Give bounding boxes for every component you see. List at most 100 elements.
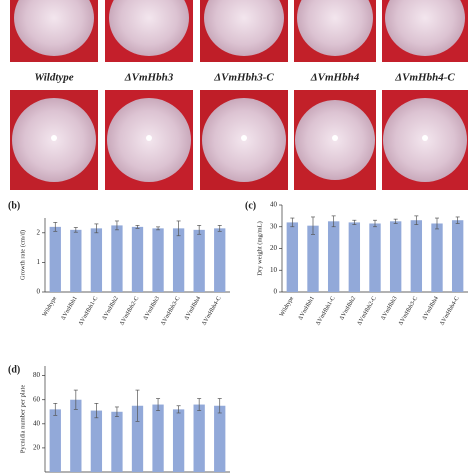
bar <box>70 399 82 472</box>
bar <box>49 409 61 472</box>
x-tick-label: ΔVmHbh2 <box>339 296 357 322</box>
error-bar <box>114 406 119 417</box>
x-tick-label: ΔVmHbh1 <box>298 296 316 322</box>
x-tick-label: Wildtype <box>42 295 58 317</box>
plate <box>204 0 284 56</box>
error-bar <box>53 222 58 232</box>
y-tick-label: 80 <box>33 371 41 379</box>
inoculum <box>146 135 152 141</box>
x-tick-label: ΔVmHbh2-C <box>119 296 140 327</box>
bar <box>90 410 103 472</box>
bar <box>214 228 226 292</box>
bar <box>410 220 423 292</box>
bar <box>111 225 123 292</box>
error-bar <box>352 219 357 225</box>
photo-label: ΔVmHbh3 <box>124 72 174 84</box>
error-bar <box>331 215 336 228</box>
error-bar <box>73 389 78 410</box>
x-tick-label: ΔVmHbh2 <box>102 296 120 322</box>
x-tick-label: ΔVmHbh3 <box>380 296 398 322</box>
bar <box>172 409 185 472</box>
error-bar <box>217 398 222 414</box>
y-tick-label: 40 <box>270 201 278 209</box>
x-tick-label: ΔVmHbh4 <box>184 296 202 322</box>
bar <box>49 226 61 292</box>
error-bar <box>135 389 140 422</box>
x-tick-label: Wildtype <box>279 295 295 317</box>
bar <box>327 221 340 292</box>
bar <box>193 229 205 292</box>
bar <box>70 229 82 292</box>
photo-row <box>10 0 468 62</box>
plate <box>297 0 373 56</box>
bar <box>431 223 443 292</box>
error-bar <box>290 217 295 228</box>
x-tick-label: ΔVmHbh3-C <box>398 296 419 327</box>
error-bar <box>135 225 140 229</box>
x-tick-label: ΔVmHbh2-C <box>357 296 378 327</box>
bar <box>214 405 226 472</box>
error-bar <box>94 402 99 419</box>
x-tick-label: ΔVmHbh3-C <box>160 296 181 327</box>
photo-label: ΔVmHbh3-C <box>213 72 274 84</box>
photo-label: ΔVmHbh4 <box>310 72 360 84</box>
error-bar <box>455 216 460 224</box>
y-tick-label: 10 <box>270 266 278 274</box>
y-tick-label: 0 <box>37 288 41 296</box>
bar <box>152 228 164 292</box>
bar <box>172 228 185 292</box>
x-tick-label: ΔVmHbh4-C <box>439 296 460 327</box>
error-bar <box>176 220 181 237</box>
bar <box>152 404 164 472</box>
inoculum <box>241 135 247 141</box>
x-tick-label: ΔVmHbh4 <box>422 296 440 322</box>
inoculum <box>422 135 428 141</box>
inoculum <box>332 135 338 141</box>
y-tick-label: 60 <box>33 395 41 403</box>
error-bar <box>197 398 202 411</box>
error-bar <box>156 398 161 411</box>
y-tick-label: 1 <box>37 258 41 266</box>
error-bar <box>217 225 222 232</box>
panel-label: (c) <box>245 200 256 211</box>
photo-label: Wildtype <box>34 72 73 84</box>
error-bar <box>94 223 99 234</box>
x-tick-label: ΔVmHbh3 <box>143 296 161 322</box>
bar <box>286 222 299 292</box>
y-tick-label: 30 <box>270 222 278 230</box>
bar <box>90 228 103 292</box>
bar <box>111 411 123 472</box>
y-axis-title: Dry weight (mg/mL) <box>256 221 263 276</box>
y-axis-title: Pycnidia number per plate <box>19 385 26 454</box>
bar <box>193 404 205 472</box>
x-tick-label: ΔVmHbh4-C <box>201 296 222 327</box>
bar <box>389 221 402 292</box>
bar <box>307 225 319 292</box>
error-bar <box>373 219 377 228</box>
error-bar <box>73 227 78 233</box>
y-tick-label: 40 <box>33 419 41 427</box>
plate <box>14 0 94 56</box>
chart: (d) Pycnidia number per plate 20 40 60 80 <box>8 364 230 473</box>
error-bar <box>176 405 181 414</box>
y-tick-label: 20 <box>270 244 278 252</box>
bar <box>131 226 144 292</box>
x-tick-label: ΔVmHbh1-C <box>78 296 99 327</box>
panel-label: (d) <box>8 364 20 375</box>
inoculum <box>51 135 57 141</box>
y-tick-label: 2 <box>37 228 41 236</box>
photo-label: ΔVmHbh4-C <box>394 72 455 84</box>
error-bar <box>393 218 398 224</box>
bar <box>451 220 464 292</box>
bar <box>348 222 361 292</box>
photo-row <box>10 90 468 190</box>
y-axis-title: Growth rate (cm/d) <box>19 230 26 280</box>
error-bar <box>53 402 58 416</box>
bar <box>131 405 144 472</box>
bar <box>369 223 381 292</box>
photo-grid: Wildtype ΔVmHbh3 ΔVmHbh3-C ΔVmHbh4 ΔVmHb… <box>10 0 468 190</box>
error-bar <box>114 220 119 231</box>
